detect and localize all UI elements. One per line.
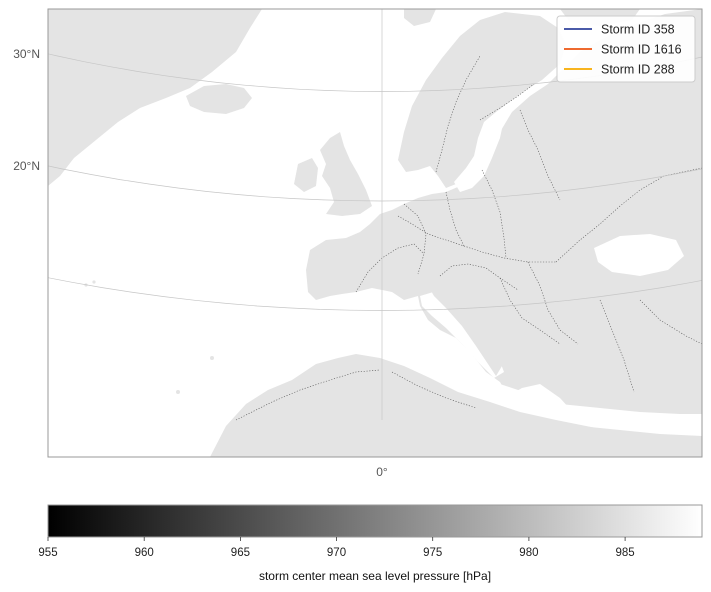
graticule (48, 9, 702, 420)
longitude-tick-labels: 30°W0°30°E (376, 465, 388, 479)
lat-tick-label: 20°N (13, 159, 40, 173)
colorbar-tick-label: 965 (231, 547, 250, 559)
country-borders (235, 55, 702, 421)
colorbar-label: storm center mean sea level pressure [hP… (259, 569, 491, 583)
map-frame (47, 8, 703, 458)
legend-label: Storm ID 1616 (601, 43, 682, 57)
colorbar-tick-label: 960 (135, 547, 154, 559)
land-scandinavia (398, 12, 566, 188)
colorbar-gradient (47, 504, 703, 538)
colorbar-tick-label: 975 (423, 547, 442, 559)
colorbar-tick-label: 985 (616, 547, 635, 559)
sea-mediterranean (318, 318, 702, 436)
sea-black (594, 234, 684, 276)
colorbar-tick-label: 970 (327, 547, 346, 559)
map-panel (0, 0, 703, 458)
land-great-britain (320, 132, 372, 216)
track-points-2 (0, 0, 543, 4)
colorbar-tick-label: 955 (38, 547, 57, 559)
land-ireland (294, 158, 318, 192)
land-madeira (210, 356, 214, 360)
land-azores-2 (92, 280, 96, 284)
lat-tick-label: 30°N (13, 47, 40, 61)
legend-label: Storm ID 358 (601, 23, 675, 37)
land-arctic-islands (404, 9, 436, 26)
legend-label: Storm ID 288 (601, 63, 675, 77)
lon-tick-label: 0° (376, 465, 388, 479)
colorbar-ticks: 955 960 965 970 975 980 985 (38, 537, 635, 559)
storm-tracks (0, 0, 543, 4)
land-iceland (186, 84, 252, 114)
legend: Storm ID 358 Storm ID 1616 Storm ID 288 (556, 15, 696, 83)
land-italy (426, 276, 502, 376)
colorbar-tick-label: 980 (519, 547, 538, 559)
legend-box (556, 15, 696, 83)
sea-baltic (454, 110, 506, 192)
land-north-africa (210, 354, 702, 457)
land-canary (176, 390, 180, 394)
latitude-tick-labels: 50°N40°N30°N20°N (13, 47, 40, 173)
land-greenland (48, 9, 262, 186)
land-continental-europe (306, 9, 702, 457)
land-layer (48, 9, 702, 457)
colorbar: 955 960 965 970 975 980 985 storm center mean … (38, 504, 703, 583)
